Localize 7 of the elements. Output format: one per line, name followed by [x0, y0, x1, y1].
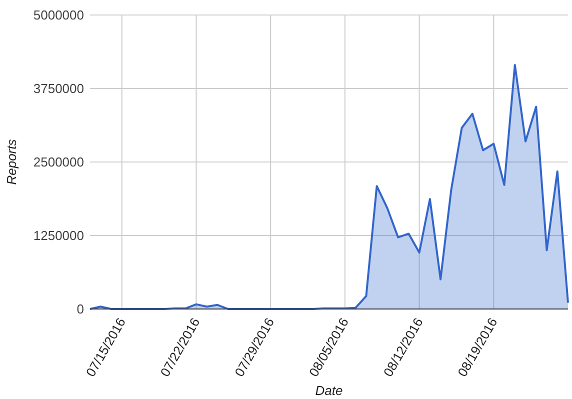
y-tick-label: 5000000	[33, 8, 84, 23]
y-tick-label: 1250000	[33, 228, 84, 244]
y-tick-label: 0	[76, 302, 84, 317]
x-axis-title: Date	[315, 383, 343, 398]
y-tick-label: 3750000	[33, 81, 84, 96]
y-axis-title: Reports	[4, 138, 19, 185]
y-tick-label: 2500000	[33, 154, 84, 170]
